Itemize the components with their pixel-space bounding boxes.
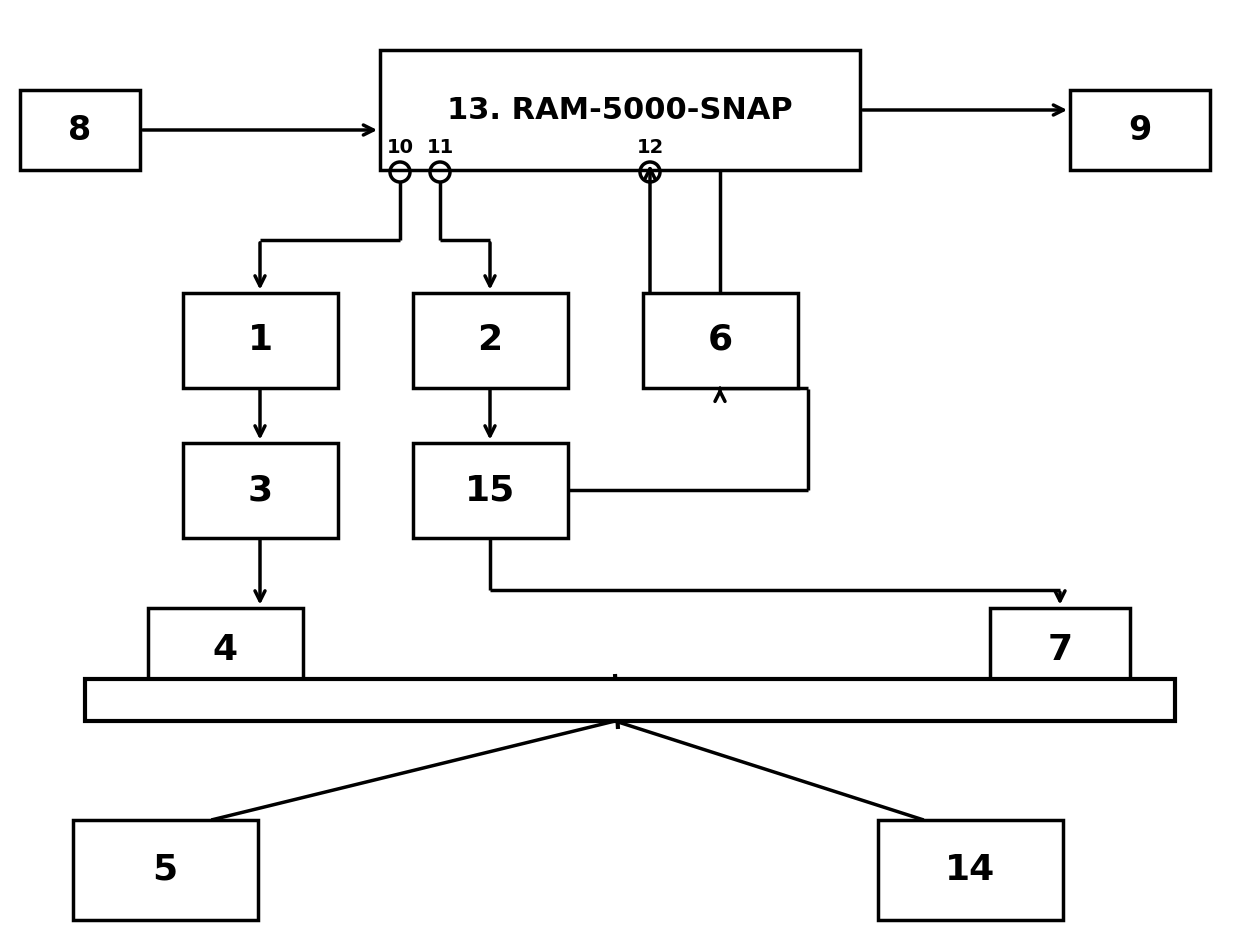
Bar bbox=[413, 292, 568, 387]
Bar bbox=[72, 820, 258, 920]
Bar bbox=[990, 607, 1130, 693]
Bar bbox=[379, 50, 861, 170]
Text: 2: 2 bbox=[477, 323, 502, 357]
Text: 11: 11 bbox=[427, 138, 454, 157]
Text: 5: 5 bbox=[153, 853, 177, 887]
Text: 4: 4 bbox=[212, 633, 238, 667]
Text: 1: 1 bbox=[248, 323, 273, 357]
Text: 9: 9 bbox=[1128, 114, 1152, 146]
Text: 13. RAM-5000-SNAP: 13. RAM-5000-SNAP bbox=[448, 96, 792, 124]
Bar bbox=[413, 442, 568, 537]
Bar bbox=[1070, 90, 1210, 170]
Text: 3: 3 bbox=[248, 473, 273, 507]
Text: 12: 12 bbox=[636, 138, 663, 157]
Bar bbox=[642, 292, 797, 387]
Text: 10: 10 bbox=[387, 138, 413, 157]
Bar bbox=[182, 292, 337, 387]
Text: 6: 6 bbox=[708, 323, 733, 357]
Text: 8: 8 bbox=[68, 114, 92, 146]
Text: 14: 14 bbox=[945, 853, 996, 887]
Text: 15: 15 bbox=[465, 473, 515, 507]
Bar bbox=[182, 442, 337, 537]
Bar bbox=[86, 679, 1176, 721]
Bar bbox=[878, 820, 1063, 920]
Bar bbox=[20, 90, 140, 170]
Bar bbox=[148, 607, 303, 693]
Text: 7: 7 bbox=[1048, 633, 1073, 667]
